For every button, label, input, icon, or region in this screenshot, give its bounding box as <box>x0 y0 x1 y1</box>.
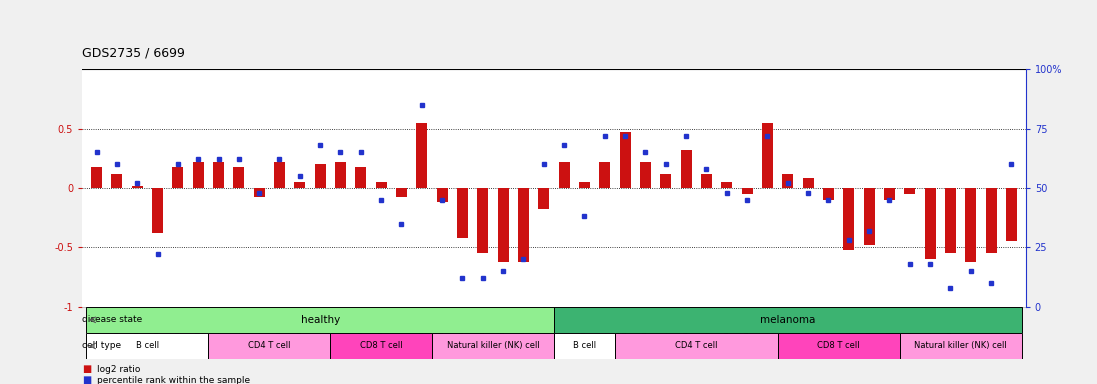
Bar <box>945 188 957 253</box>
Text: percentile rank within the sample: percentile rank within the sample <box>97 376 250 384</box>
Text: GDS2735 / 6699: GDS2735 / 6699 <box>82 46 185 60</box>
Bar <box>132 185 143 188</box>
Bar <box>111 174 123 188</box>
Text: B cell: B cell <box>573 341 596 351</box>
Text: CD8 T cell: CD8 T cell <box>360 341 403 351</box>
Text: CD4 T cell: CD4 T cell <box>248 341 291 351</box>
Bar <box>640 162 652 188</box>
Bar <box>330 333 432 359</box>
Text: log2 ratio: log2 ratio <box>97 365 140 374</box>
Bar <box>884 188 895 200</box>
Text: Natural killer (NK) cell: Natural killer (NK) cell <box>446 341 540 351</box>
Bar <box>823 188 834 200</box>
Bar <box>599 162 610 188</box>
Bar <box>416 122 428 188</box>
Bar <box>615 333 778 359</box>
Bar <box>375 182 387 188</box>
Bar <box>87 307 554 333</box>
Bar <box>87 333 208 359</box>
Bar <box>274 162 285 188</box>
Bar <box>253 188 264 197</box>
Text: CD4 T cell: CD4 T cell <box>675 341 717 351</box>
Bar <box>965 188 976 262</box>
Text: cell type: cell type <box>82 341 122 351</box>
Text: ■: ■ <box>82 375 91 384</box>
Bar <box>620 132 631 188</box>
Bar <box>554 333 615 359</box>
Bar <box>742 188 753 194</box>
Bar <box>985 188 997 253</box>
Bar <box>762 122 773 188</box>
Bar <box>844 188 855 250</box>
Bar <box>234 167 245 188</box>
Bar <box>554 307 1021 333</box>
Text: healthy: healthy <box>301 315 340 325</box>
Bar <box>518 188 529 262</box>
Bar <box>477 188 488 253</box>
Bar <box>680 150 692 188</box>
Bar <box>335 162 346 188</box>
Bar <box>151 188 163 233</box>
Bar <box>925 188 936 259</box>
Bar <box>498 188 509 262</box>
Text: CD8 T cell: CD8 T cell <box>817 341 860 351</box>
Bar <box>315 164 326 188</box>
Bar <box>558 162 569 188</box>
Bar <box>863 188 874 245</box>
Bar <box>294 182 305 188</box>
Text: Natural killer (NK) cell: Natural killer (NK) cell <box>914 341 1007 351</box>
Bar <box>782 174 793 188</box>
Bar <box>660 174 671 188</box>
Bar <box>208 333 330 359</box>
Bar <box>1006 188 1017 242</box>
Bar <box>539 188 550 209</box>
Bar <box>355 167 366 188</box>
Bar <box>900 333 1021 359</box>
Bar <box>778 333 900 359</box>
Bar <box>437 188 448 202</box>
Bar <box>91 167 102 188</box>
Bar <box>456 188 468 238</box>
Bar <box>721 182 733 188</box>
Bar <box>803 179 814 188</box>
Text: ■: ■ <box>82 364 91 374</box>
Text: melanoma: melanoma <box>760 315 815 325</box>
Bar <box>701 174 712 188</box>
Bar <box>213 162 224 188</box>
Bar <box>432 333 554 359</box>
Bar <box>579 182 590 188</box>
Bar <box>396 188 407 197</box>
Bar <box>193 162 204 188</box>
Text: disease state: disease state <box>82 315 143 324</box>
Bar <box>904 188 915 194</box>
Text: B cell: B cell <box>136 341 159 351</box>
Bar <box>172 167 183 188</box>
